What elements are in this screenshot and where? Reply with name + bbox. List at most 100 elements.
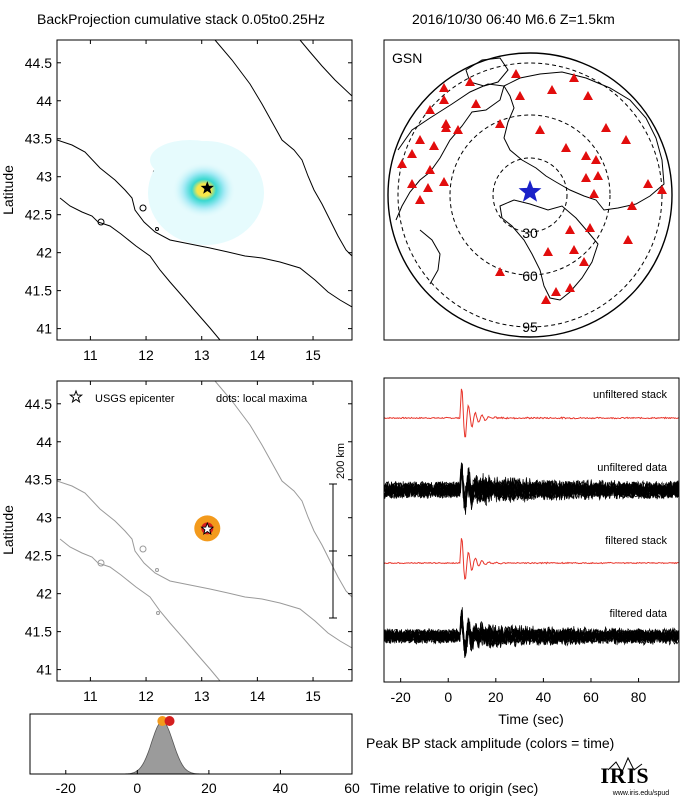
station-triangle — [439, 83, 449, 92]
station-triangle — [429, 141, 439, 150]
coastline-tyrrhenian — [59, 538, 221, 681]
unfiltered-data-trace — [384, 464, 679, 510]
station-triangle — [415, 195, 425, 204]
x-tick-label: 14 — [250, 688, 266, 704]
epicenter-star — [200, 181, 214, 194]
station-triangle — [593, 171, 603, 180]
station-triangle — [623, 235, 633, 244]
station-triangle — [495, 267, 505, 276]
x-tick-label: 15 — [305, 347, 321, 363]
y-tick-label: 42 — [36, 586, 52, 602]
station-triangle — [397, 159, 407, 168]
amplitude-area — [30, 720, 352, 775]
x-tick-label: 13 — [194, 688, 210, 704]
legend-epicenter: USGS epicenter — [95, 393, 175, 405]
island — [156, 611, 160, 615]
y-tick-label: 43 — [36, 510, 52, 526]
y-tick-label: 43 — [36, 169, 52, 185]
filtered-stack-trace — [384, 538, 679, 580]
x-tick-label: 80 — [631, 689, 647, 705]
coastline-balkan — [299, 40, 352, 97]
trace-label-unfiltered-stack: unfiltered stack — [593, 389, 667, 401]
station-map-frame — [383, 39, 680, 341]
figure-title: BackProjection cumulative stack 0.05to0.… — [37, 11, 325, 27]
x-tick-label: 60 — [583, 689, 599, 705]
station-triangle — [543, 247, 553, 256]
station-triangle — [569, 245, 579, 254]
x-tick-label: 40 — [273, 780, 289, 796]
station-triangle — [657, 185, 667, 194]
y-tick-label: 42 — [36, 245, 52, 261]
station-triangle — [423, 183, 433, 192]
amplitude-frame — [29, 713, 353, 775]
station-triangle — [627, 201, 637, 210]
island — [97, 218, 105, 226]
x-tick-label: 11 — [83, 688, 98, 704]
map-frame — [56, 39, 353, 341]
time-marker-dot — [157, 716, 168, 726]
event-info: 2016/10/30 06:40 M6.6 Z=1.5km — [412, 11, 615, 27]
filtered-data-trace — [384, 611, 679, 658]
station-triangles — [397, 69, 667, 304]
continent-eurasia — [503, 71, 665, 211]
station-triangle — [643, 179, 653, 188]
bp-peak-glow — [172, 162, 236, 218]
station-triangle — [515, 91, 525, 100]
station-triangle — [541, 295, 551, 304]
x-tick-label: 15 — [305, 688, 321, 704]
amplitude-x-label: Time relative to origin (sec) — [370, 780, 538, 796]
legend-dots: dots: local maxima — [216, 393, 308, 405]
filtered-data-trace — [384, 619, 679, 651]
station-triangle — [471, 99, 481, 108]
x-axis-label: Time (sec) — [498, 711, 564, 727]
station-triangle — [565, 225, 575, 234]
station-triangle — [465, 77, 475, 86]
waveform-traces — [384, 388, 679, 659]
unfiltered-stack-trace — [384, 388, 679, 438]
x-tick-label: 20 — [488, 689, 504, 705]
iris-logo-wave — [607, 756, 643, 774]
station-triangle — [551, 287, 561, 296]
y-tick-label: 42.5 — [25, 548, 52, 564]
ring-label-60: 60 — [522, 268, 538, 284]
x-tick-label: 12 — [138, 347, 154, 363]
iris-logo-url: www.iris.edu/spud — [612, 790, 670, 797]
station-triangle — [441, 119, 451, 128]
station-triangle — [495, 119, 505, 128]
station-triangle — [415, 135, 425, 144]
coastline-east — [214, 381, 352, 598]
y-tick-label: 42.5 — [25, 207, 52, 223]
scale-bar-label: 200 km — [335, 443, 347, 479]
y-tick-label: 43.5 — [25, 131, 52, 147]
iris-logo-text: IRIS — [600, 763, 649, 788]
station-triangle — [561, 143, 571, 152]
trace-label-filtered-data: filtered data — [610, 608, 668, 620]
epicenter-star — [200, 521, 215, 536]
x-tick-label: 11 — [83, 347, 98, 363]
station-triangle — [585, 223, 595, 232]
y-tick-label: 41.5 — [25, 624, 52, 640]
station-triangle — [565, 283, 575, 292]
trace-label-unfiltered-data: unfiltered data — [597, 462, 668, 474]
peak-amplitude-panel: -20 0 20 40 60 Peak BP stack amplitude (colo… — [29, 713, 614, 796]
y-tick-label: 43.5 — [25, 472, 52, 488]
coastline-adriatic — [57, 480, 352, 649]
x-tick-label: 0 — [444, 689, 452, 705]
amplitude-title: Peak BP stack amplitude (colors = time) — [366, 735, 614, 751]
y-tick-label: 41.5 — [25, 283, 52, 299]
map-cumulative-stack: 11 12 13 14 15 41 41.5 42 42.5 43 43.5 44 44.5 Latit… — [0, 39, 353, 363]
island — [139, 545, 147, 553]
y-tick-label: 41 — [36, 321, 52, 337]
station-triangle — [439, 95, 449, 104]
ring-label-95: 95 — [522, 319, 538, 335]
globe-outline — [387, 52, 673, 338]
y-tick-label: 41 — [36, 662, 52, 678]
x-tick-label: 20 — [201, 780, 217, 796]
y-tick-label: 44 — [36, 93, 52, 109]
coastline-adriatic — [57, 139, 352, 308]
time-marker-dot — [164, 716, 175, 726]
station-triangle — [581, 151, 591, 160]
unfiltered-data-trace — [384, 468, 679, 504]
station-triangle — [591, 155, 601, 164]
